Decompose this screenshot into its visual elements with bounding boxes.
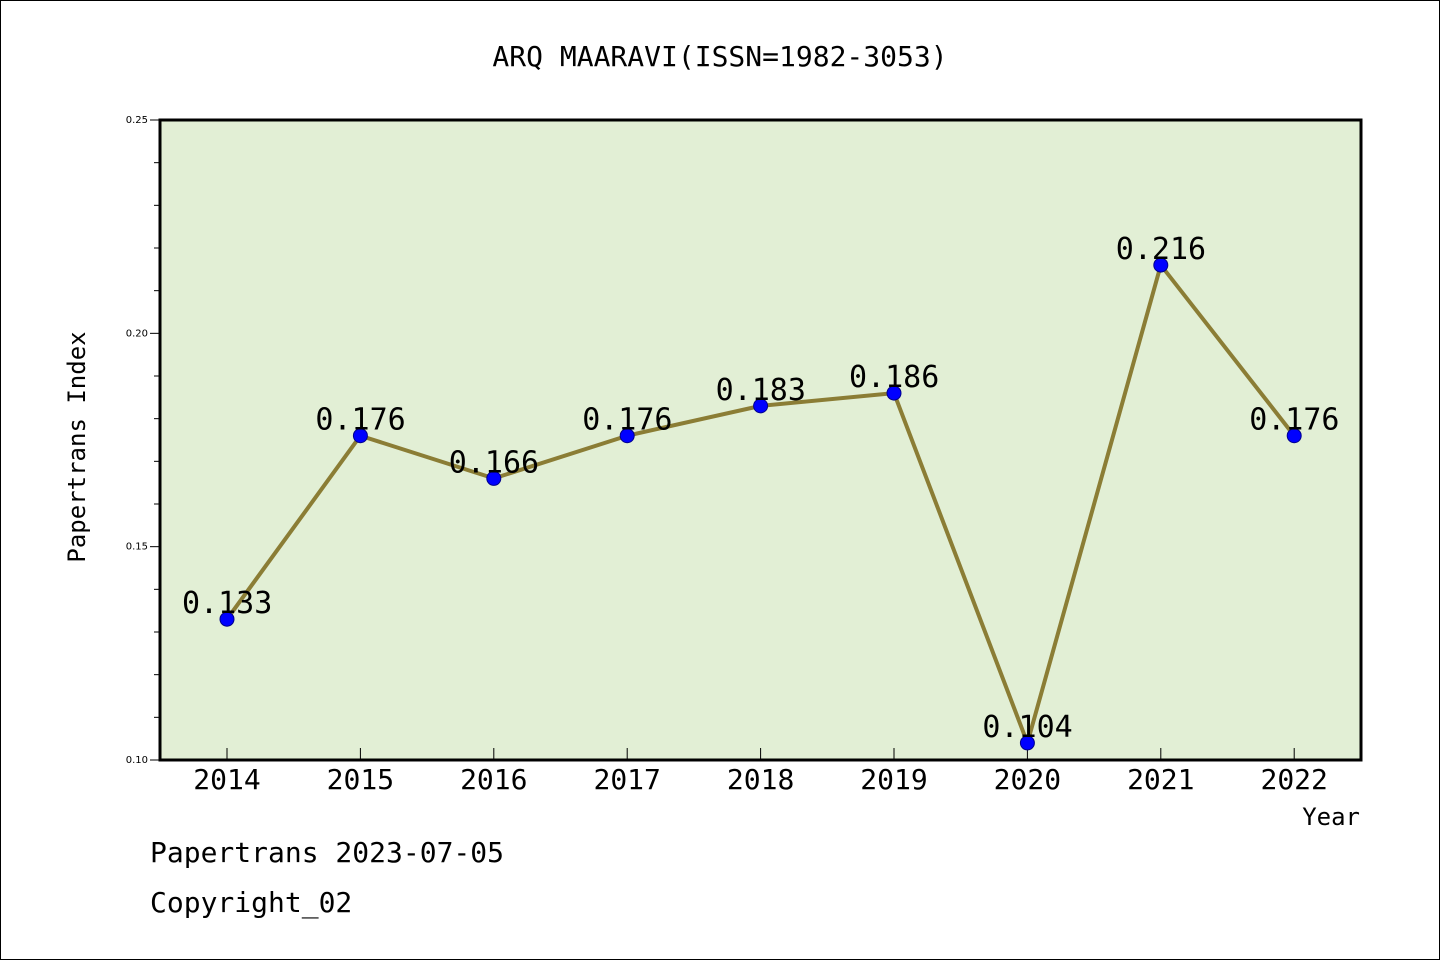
y-tick-label: 0.20 [126, 328, 148, 339]
x-tick-label: 2020 [994, 763, 1061, 796]
data-labels: 0.133 0.176 0.166 0.176 0.183 0.186 0.104 0.216… [182, 232, 1340, 745]
x-tick-label: 2018 [727, 763, 794, 796]
data-label: 0.166 [449, 445, 539, 480]
x-tick-label: 2014 [193, 763, 260, 796]
data-label: 0.104 [982, 710, 1072, 745]
x-axis-ticks: 2014 2015 2016 2017 2018 2019 2020 2021 2022 [193, 748, 1328, 796]
x-tick-label: 2022 [1260, 763, 1327, 796]
x-tick-label: 2017 [593, 763, 660, 796]
data-label: 0.133 [182, 586, 272, 621]
x-tick-label: 2015 [327, 763, 394, 796]
data-point [219, 611, 235, 627]
y-axis-ticks: 0.10 0.15 0.20 0.25 [126, 115, 160, 766]
data-label: 0.216 [1116, 232, 1206, 267]
plot-area [158, 118, 1363, 762]
data-point [486, 470, 502, 486]
x-axis-label: Year [1302, 803, 1360, 831]
data-label: 0.176 [582, 403, 672, 438]
data-label: 0.176 [315, 403, 405, 438]
chart-title: ARQ MAARAVI(ISSN=1982-3053) [492, 40, 947, 73]
y-tick-label: 0.25 [126, 115, 148, 126]
data-label: 0.176 [1249, 403, 1339, 438]
x-tick-label: 2019 [860, 763, 927, 796]
data-point [886, 385, 902, 401]
y-axis-label: Papertrans Index [63, 331, 91, 562]
data-point [1153, 257, 1169, 273]
data-label: 0.183 [716, 373, 806, 408]
data-point [619, 428, 635, 444]
footer-copyright: Copyright_02 [150, 886, 353, 919]
data-label: 0.186 [849, 360, 939, 395]
y-tick-label: 0.10 [126, 755, 148, 766]
data-point [1286, 428, 1302, 444]
x-tick-label: 2016 [460, 763, 527, 796]
y-tick-label: 0.15 [126, 542, 148, 553]
footer-source: Papertrans 2023-07-05 [150, 836, 505, 869]
data-point [352, 428, 368, 444]
x-tick-label: 2021 [1127, 763, 1194, 796]
data-point [753, 398, 769, 414]
data-point [1019, 735, 1035, 751]
series-markers [219, 257, 1302, 751]
